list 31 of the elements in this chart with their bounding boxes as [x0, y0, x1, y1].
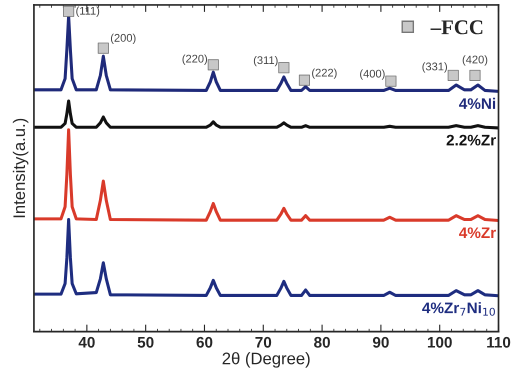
x-tick-label: 90	[372, 336, 389, 348]
annotation: (222)	[312, 68, 337, 79]
annotation: (331)	[422, 62, 447, 73]
x-tick-label: 40	[78, 336, 95, 348]
legend-label: –FCC	[430, 20, 482, 34]
x-tick-label: 110	[487, 336, 510, 348]
annotation: (220)	[182, 54, 208, 65]
annotation: (420)	[462, 55, 488, 66]
x-tick-label: 70	[255, 336, 272, 348]
annotation: (111)	[76, 6, 100, 17]
annotation: (400)	[360, 69, 385, 80]
series-label: 4%Ni	[459, 98, 496, 110]
series-label: 2.2%Zr	[446, 134, 496, 146]
point	[98, 42, 109, 54]
point	[448, 70, 459, 81]
annotation: (200)	[110, 34, 136, 44]
point	[469, 70, 481, 81]
x-axis-title: 2θ (Degree)	[222, 352, 310, 368]
point	[278, 62, 290, 74]
x-tick-label: 80	[314, 336, 330, 348]
x-tick-label: 50	[138, 336, 154, 348]
series-label: 4%Zr$_{7}$Ni$_{10}$	[422, 302, 495, 316]
point	[298, 74, 310, 86]
x-tick-label: 60	[196, 336, 212, 348]
annotation: (311)	[254, 56, 278, 66]
series-label: 4%Zr	[459, 227, 496, 238]
x-tick-label: 100	[428, 336, 452, 348]
point	[63, 6, 74, 17]
point	[385, 76, 396, 87]
point	[208, 59, 219, 70]
y-axis-title: Intensity(a.u.)	[12, 118, 28, 218]
